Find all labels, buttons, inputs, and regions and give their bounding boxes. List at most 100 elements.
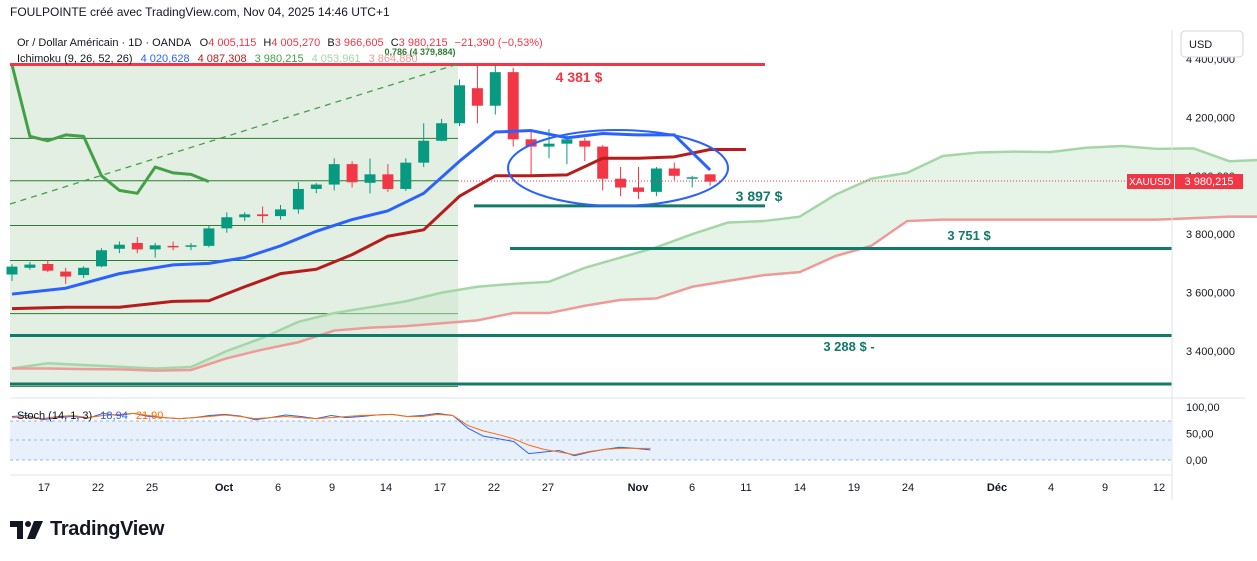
chikou-line — [10, 64, 210, 195]
candle-body — [454, 85, 465, 124]
candle-body — [96, 250, 107, 267]
candle-body — [221, 217, 233, 229]
tradingview-logo[interactable]: TradingView — [10, 518, 164, 541]
candle-body — [668, 168, 680, 176]
legend-h-label: H — [263, 37, 271, 49]
time-tick-label: 17 — [38, 482, 50, 494]
legend-c-label: C — [391, 37, 399, 49]
level-3897-label: 3 897 $ — [736, 188, 783, 204]
candle-body — [633, 187, 644, 192]
legend-c-value: 3 980,215 — [399, 37, 448, 49]
candle-body — [78, 267, 90, 276]
ichimoku-kijun-value: 4 087,308 — [198, 53, 247, 65]
time-tick-label: 12 — [1153, 482, 1165, 494]
candle-body — [543, 143, 555, 147]
candle-body — [704, 174, 716, 182]
legend-change: −21,390 (−0,53%) — [455, 37, 543, 49]
price-tick-label: 4 200,000 — [1186, 112, 1235, 124]
tradingview-logo-text: TradingView — [50, 518, 165, 540]
price-tick-label: 3 600,000 — [1186, 288, 1235, 300]
stoch-k-line — [11, 412, 651, 457]
candle-body — [275, 209, 286, 217]
time-tick-label: 19 — [848, 482, 860, 494]
level-3751-label: 3 751 $ — [947, 228, 991, 243]
span-b-line — [12, 215, 1257, 372]
trend-line — [9, 63, 459, 205]
stoch-label: Stoch (14, 1, 3) — [17, 410, 92, 422]
candle-body — [579, 140, 591, 147]
candle-body — [6, 266, 18, 275]
price-tag: XAUUSD 3 980,215 — [1127, 174, 1243, 189]
candle-body — [24, 264, 36, 268]
candle-body — [239, 214, 251, 218]
time-tick-label: 9 — [1102, 482, 1108, 494]
legend-symbol: Or / Dollar Américain · 1D · OANDA — [17, 37, 192, 49]
ichimoku-spanb-value: 3 864,880 — [369, 53, 418, 65]
level-3288-label: 3 288 $ - — [823, 339, 874, 354]
candle-body — [292, 188, 304, 210]
stoch-axis: 100,00 50,00 0,00 — [1186, 402, 1220, 467]
candle-body — [364, 174, 376, 183]
svg-text:Stoch (14, 1, 3) 18,94: Stoch (14, 1, 3) 18,94 21,90 — [17, 410, 163, 422]
cloud-fill — [12, 146, 1257, 371]
stoch-d-line — [12, 412, 651, 456]
stoch-tick-label: 100,00 — [1186, 402, 1220, 414]
time-tick-label: 14 — [794, 482, 806, 494]
candle-body — [167, 245, 179, 248]
candle-body — [185, 245, 197, 247]
time-tick-label: 22 — [92, 482, 104, 494]
stochastic-lines — [11, 412, 651, 457]
tradingview-logo-icon — [10, 520, 43, 539]
stoch-d-value: 21,90 — [136, 410, 164, 422]
candle-body — [382, 174, 394, 189]
svg-text:Or / Dollar Américain · 1D · O: Or / Dollar Américain · 1D · OANDA O4 00… — [17, 37, 543, 49]
candles — [6, 64, 716, 284]
time-tick-label: Oct — [215, 482, 234, 494]
candle-body — [615, 178, 627, 188]
ichimoku-spana-value: 4 053,961 — [312, 53, 361, 65]
time-tick-label: 17 — [434, 482, 446, 494]
time-tick-label: 22 — [488, 482, 500, 494]
chart-header: FOULPOINTE créé avec TradingView.com, No… — [10, 5, 390, 19]
span-a-line — [11, 144, 1257, 370]
time-tick-label: 4 — [1048, 482, 1054, 494]
candle-body — [60, 271, 72, 277]
highlight-ellipse — [507, 129, 729, 207]
time-tick-label: 9 — [329, 482, 335, 494]
time-tick-label: Nov — [628, 482, 650, 494]
legend-h-value: 4 005,270 — [271, 37, 320, 49]
ichimoku-label: Ichimoku (9, 26, 52, 26) — [17, 53, 133, 65]
candle-body — [131, 242, 143, 250]
time-tick-label: 25 — [146, 482, 158, 494]
candle-body — [328, 164, 340, 185]
candle-body — [436, 123, 448, 141]
candle-body — [310, 184, 322, 189]
tenkan-line — [11, 129, 712, 296]
time-tick-label: 14 — [380, 482, 392, 494]
candle-body — [686, 177, 698, 179]
time-tick-label: 6 — [275, 482, 281, 494]
candle-body — [525, 139, 537, 147]
stoch-tick-label: 50,00 — [1186, 429, 1214, 441]
candle-body — [113, 244, 125, 249]
time-axis: 17 22 25 Oct 6 9 14 17 22 27 Nov 6 11 14 19 24 Déc 4 9 12 — [38, 482, 1165, 494]
currency-button[interactable]: USD — [1180, 30, 1244, 58]
time-tick-label: 11 — [740, 482, 751, 494]
highlight-region — [10, 65, 458, 384]
legend-o-value: 4 005,115 — [208, 37, 256, 49]
ichimoku-cloud — [11, 144, 1257, 372]
candle-body — [561, 139, 573, 144]
price-tag-value: 3 980,215 — [1185, 176, 1234, 188]
candle-body — [346, 164, 358, 183]
level-4381-label: 4 381 $ — [556, 69, 603, 85]
candle-body — [42, 263, 54, 271]
legend: Or / Dollar Américain · 1D · OANDA O4 00… — [17, 37, 543, 422]
candle-body — [257, 214, 269, 217]
time-tick-label: 6 — [689, 482, 695, 494]
stoch-k-value: 18,94 — [100, 410, 128, 422]
ichimoku-tenkan-value: 4 020,628 — [141, 53, 190, 65]
stoch-tick-label: 0,00 — [1186, 455, 1207, 467]
kijun-line — [11, 148, 746, 311]
legend-b-value: 3 966,605 — [335, 37, 384, 49]
